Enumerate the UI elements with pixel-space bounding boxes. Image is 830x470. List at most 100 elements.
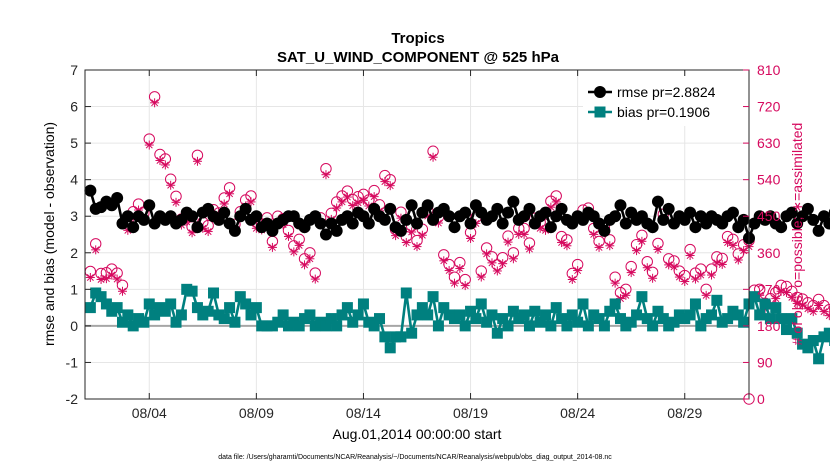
bias-point	[138, 316, 150, 328]
rmse-point	[362, 217, 375, 230]
y-tick-label: 6	[70, 99, 78, 115]
bias-point	[523, 320, 535, 332]
bias-point	[170, 316, 182, 328]
bias-point	[159, 305, 171, 317]
rmse-point	[646, 221, 659, 234]
bias-point	[245, 309, 257, 321]
bias-point	[770, 302, 782, 314]
obs-assimilated-point	[589, 229, 599, 239]
obs-assimilated-point	[412, 242, 422, 252]
bias-point	[711, 294, 723, 306]
bias-point	[502, 320, 514, 332]
bias-point	[647, 320, 659, 332]
y-right-tick-label: 540	[757, 172, 781, 188]
bias-point	[775, 313, 787, 325]
bias-point	[250, 302, 262, 314]
bias-point	[208, 287, 220, 299]
rmse-point	[619, 217, 632, 230]
bias-point	[813, 353, 825, 365]
legend-bias-marker	[594, 106, 606, 118]
rmse-point	[496, 217, 509, 230]
bias-point	[186, 285, 198, 297]
bias-point	[641, 313, 653, 325]
bias-point	[625, 316, 637, 328]
bias-point	[706, 309, 718, 321]
rmse-point	[384, 202, 397, 215]
bias-point	[652, 305, 664, 317]
bias-point	[304, 309, 316, 321]
obs-assimilated-point	[696, 270, 706, 280]
bias-point	[240, 298, 252, 310]
bias-point	[566, 309, 578, 321]
obs-assimilated-point	[166, 180, 176, 190]
bias-point	[400, 287, 412, 299]
bias-point	[475, 298, 487, 310]
obs-assimilated-point	[798, 300, 808, 310]
obs-assimilated-point	[787, 292, 797, 302]
obs-assimilated-point	[332, 203, 342, 213]
obs-assimilated-point	[707, 270, 717, 280]
bias-point	[272, 316, 284, 328]
obs-assimilated-point	[551, 197, 561, 207]
bias-point	[759, 298, 771, 310]
bias-point	[95, 291, 107, 303]
obs-assimilated-point	[733, 255, 743, 265]
bias-point	[406, 327, 418, 339]
bias-point	[593, 313, 605, 325]
obs-assimilated-point	[519, 229, 529, 239]
bias-point	[491, 327, 503, 339]
bias-point	[802, 342, 814, 354]
bias-point	[684, 309, 696, 321]
y-tick-label: 7	[70, 62, 78, 78]
bias-point	[352, 309, 364, 321]
bias-point	[202, 305, 214, 317]
obs-assimilated-point	[380, 177, 390, 187]
bias-point	[722, 313, 734, 325]
bias-point	[545, 320, 557, 332]
rmse-point	[84, 184, 97, 197]
bias-point	[368, 320, 380, 332]
obs-assimilated-point	[171, 197, 181, 207]
obs-assimilated-point	[107, 270, 117, 280]
bias-point	[556, 313, 568, 325]
y-right-tick-label: 360	[757, 245, 781, 261]
plot-frame	[84, 69, 750, 400]
chart-subtitle: SAT_U_WIND_COMPONENT @ 525 hPa	[277, 49, 560, 66]
obs-assimilated-point	[321, 170, 331, 180]
obs-assimilated-point	[610, 278, 620, 288]
obs-assimilated-point	[717, 259, 727, 269]
bias-point	[111, 302, 123, 314]
bias-point	[84, 302, 96, 314]
x-tick-label: 08/14	[346, 405, 381, 421]
obs-assimilated-point	[514, 229, 524, 239]
rmse-point	[346, 217, 359, 230]
obs-assimilated-point	[498, 259, 508, 269]
bias-point	[550, 302, 562, 314]
bias-point	[347, 316, 359, 328]
bias-point	[127, 320, 139, 332]
legend-rmse-marker	[594, 86, 606, 98]
bias-point	[609, 298, 621, 310]
bias-point	[379, 331, 391, 343]
rmse-point	[143, 199, 156, 212]
obs-assimilated-point	[85, 272, 95, 282]
obs-assimilated-point	[621, 290, 631, 300]
bias-point	[791, 327, 803, 339]
rmse-point	[544, 221, 557, 234]
bias-point	[175, 309, 187, 321]
bias-point	[518, 309, 530, 321]
rmse-point	[823, 217, 830, 230]
bias-point	[507, 305, 519, 317]
y-right-tick-label: 0	[757, 391, 765, 407]
bias-point	[561, 320, 573, 332]
bias-point	[454, 309, 466, 321]
bias-point	[374, 313, 386, 325]
obs-assimilated-point	[632, 246, 642, 256]
y-tick-label: -2	[66, 391, 79, 407]
obs-assimilated-point	[407, 227, 417, 237]
bias-point	[780, 324, 792, 336]
rmse-point	[421, 199, 434, 212]
rmse-point	[812, 224, 825, 237]
obs-assimilated-point	[739, 246, 749, 256]
rmse-point	[111, 191, 124, 204]
